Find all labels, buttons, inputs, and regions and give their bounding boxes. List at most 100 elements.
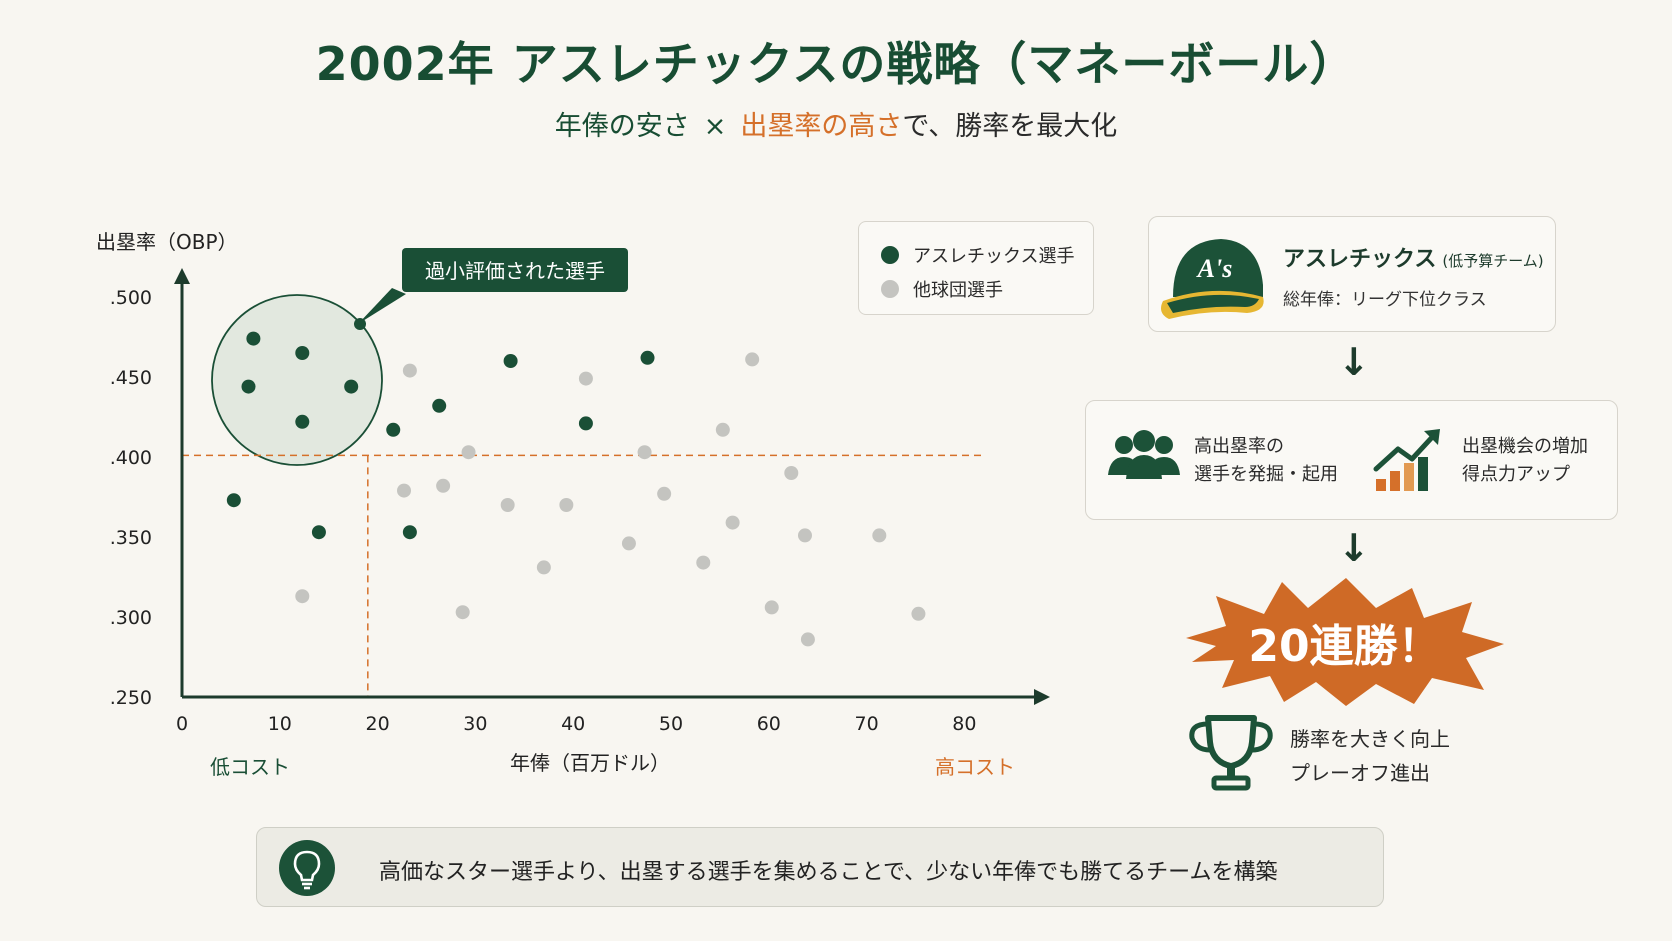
legend-label-athletics: アスレチックス選手 [913,246,1075,267]
x-tick-label: 60 [757,713,781,735]
bulb-badge [279,840,335,896]
strategy-left-line2: 選手を発掘・起用 [1194,464,1338,485]
baseball-cap-icon: A's [1161,239,1264,319]
other-team-player-point [436,478,451,493]
other-team-player-point [797,528,812,543]
legend-marker-other-teams [881,280,899,298]
lightbulb-icon [293,850,321,890]
result-line2: プレーオフ進出 [1290,761,1430,785]
athletics-player-point [226,493,241,508]
x-tick-label: 0 [176,713,188,735]
result-line1: 勝率を大きく向上 [1290,727,1450,751]
scatter-chart: .500 .450 .400 .350 .300 .250 0 10 20 30 40 50 60 70 8… [96,230,1050,779]
x-low-cost-label: 低コスト [210,755,290,779]
x-axis-arrowhead [1034,689,1050,705]
x-tick-label: 30 [463,713,487,735]
legend-marker-athletics [881,246,899,264]
callout-label: 過小評価された選手 [425,259,605,283]
other-team-player-point [295,589,310,604]
team-name: アスレチックス (低予算チーム) [1283,241,1544,273]
athletics-player-point [344,379,359,394]
team-payroll: 総年俸：リーグ下位クラス [1283,290,1487,310]
other-team-player-point [800,632,815,647]
y-tick-label: .250 [110,687,152,709]
other-team-player-point [784,466,799,480]
other-team-player-point [578,371,593,386]
other-team-player-point [745,352,760,367]
legend-item-other-teams: 他球団選手 [881,276,1003,302]
callout-anchor-dot [354,318,366,330]
other-team-player-point [911,606,926,621]
other-team-player-point [657,486,672,501]
y-tick-label: .350 [110,527,152,549]
page-subtitle: 年俸の安さ × 出塁率の高さで、勝率を最大化 [0,104,1672,143]
athletics-player-point [402,525,417,540]
subtitle-high-obp: 出塁率の高さ [740,111,903,142]
flow-arrow-1: ↓ [1338,340,1370,384]
other-team-player-point [621,536,636,551]
y-axis-arrowhead [174,268,190,284]
callout-box [402,248,628,292]
y-tick-label: .400 [110,447,152,469]
x-tick-label: 70 [855,713,879,735]
x-tick-label: 50 [659,713,683,735]
athletics-player-point [295,414,310,429]
x-axis-label: 年俸（百万ドル） [510,751,670,775]
athletics-player-point [640,350,655,365]
flow-arrow-2: ↓ [1338,526,1370,570]
other-team-player-point [764,600,779,615]
team-qualifier: (低予算チーム) [1442,252,1544,270]
other-team-player-point [696,555,711,570]
summary-text: 高価なスター選手より、出塁する選手を集めることで、少ない年俸でも勝てるチームを構… [379,860,1278,885]
strategy-right: 出塁機会の増加 得点力アップ [1462,433,1588,489]
other-team-player-point [559,498,574,512]
other-team-player-point [461,445,476,460]
starburst-badge [1186,578,1504,706]
athletics-player-point [311,525,326,540]
x-tick-label: 40 [561,713,585,735]
growth-chart-icon [1373,429,1440,491]
other-team-player-point [455,605,470,620]
athletics-player-point [578,416,593,431]
athletics-player-point [246,331,261,346]
other-team-player-point [715,422,730,437]
x-tick-label: 20 [366,713,390,735]
x-high-cost-label: 高コスト [935,755,1015,779]
strategy-left-line1: 高出塁率の [1194,436,1284,457]
chart-legend: アスレチックス選手 他球団選手 [858,221,1094,315]
summary-banner: 高価なスター選手より、出塁する選手を集めることで、少ない年俸でも勝てるチームを構… [256,827,1384,907]
subtitle-maximize: で、勝率を最大化 [902,111,1118,142]
athletics-player-point [295,346,310,360]
page-title: 2002年 アスレチックスの戦略（マネーボール） [315,37,1357,91]
other-team-player-point [872,528,887,543]
legend-label-other-teams: 他球団選手 [913,280,1003,301]
other-team-player-point [725,515,740,530]
other-team-player-point [500,498,515,512]
legend-item-athletics: アスレチックス選手 [881,242,1074,268]
other-team-player-point [402,363,417,378]
strategy-right-line2: 得点力アップ [1462,464,1570,485]
y-tick-label: .500 [110,287,152,309]
athletics-player-point [386,422,401,437]
team-name-text: アスレチックス [1283,247,1437,272]
y-tick-label: .450 [110,367,152,389]
athletics-player-point [241,379,256,394]
athletics-player-point [503,354,518,368]
y-axis-label: 出塁率（OBP） [96,230,238,254]
subtitle-times: × [703,111,727,142]
x-tick-label: 10 [268,713,292,735]
cap-logo-text: A's [1196,254,1233,283]
strategy-left: 高出塁率の 選手を発掘・起用 [1194,433,1338,489]
winning-streak: 20連勝！ [1248,621,1442,672]
team-card: A's アスレチックス (低予算チーム) 総年俸：リーグ下位クラス [1148,216,1556,332]
x-tick-label: 80 [952,713,976,735]
trophy-icon [1189,715,1273,791]
other-team-player-point [637,445,652,460]
result-text: 勝率を大きく向上 プレーオフ進出 [1290,722,1450,790]
callout-pointer [358,288,406,324]
other-team-player-point [397,483,412,498]
other-team-player-point [536,560,551,575]
y-tick-label: .300 [110,607,152,629]
people-icon [1108,430,1180,479]
athletics-player-point [432,398,447,413]
